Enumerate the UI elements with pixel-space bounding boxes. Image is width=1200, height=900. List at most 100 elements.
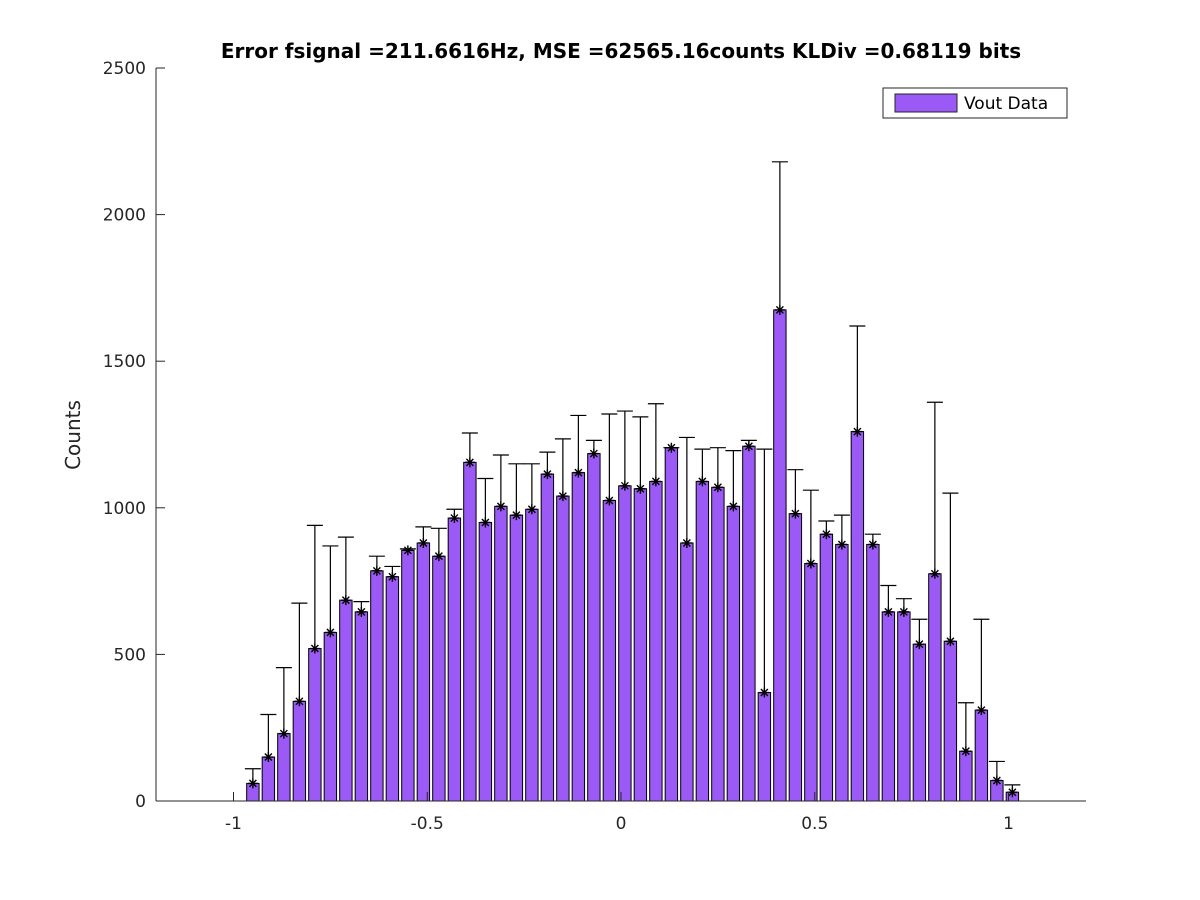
plot-area: 0 500 1000 1500 2000 2500 -1 -0.5 0 0.5 1: [103, 59, 1086, 834]
data-point-marker: [433, 551, 444, 562]
data-point-marker: [635, 483, 646, 494]
bar: [959, 750, 973, 802]
data-point-marker: [356, 606, 367, 617]
bar: [742, 445, 756, 802]
bar: [447, 517, 462, 802]
bar: [773, 309, 787, 802]
data-point-marker: [836, 539, 847, 550]
data-point-marker: [805, 558, 816, 569]
bar: [587, 453, 601, 802]
bar: [354, 611, 369, 802]
data-point-marker: [883, 606, 894, 617]
data-point-marker: [309, 643, 320, 654]
chart-title: Error fsignal =211.6616Hz, MSE =62565.16…: [221, 39, 1021, 63]
x-tick-label: 0.5: [801, 814, 828, 834]
data-point-marker: [790, 508, 801, 519]
data-point-marker: [759, 687, 770, 698]
bar: [602, 499, 617, 802]
data-point-marker: [464, 457, 475, 468]
bar: [757, 692, 772, 802]
data-point-marker: [743, 441, 754, 452]
data-point-marker: [294, 696, 305, 707]
data-point-marker: [774, 304, 785, 315]
data-point-marker: [402, 545, 413, 556]
y-tick-label: 2000: [103, 206, 146, 226]
bar: [649, 480, 663, 802]
data-point-marker: [898, 606, 909, 617]
data-point-marker: [418, 537, 429, 548]
bar: [618, 485, 632, 802]
bar: [912, 643, 927, 802]
bar: [478, 521, 493, 802]
bar: [897, 611, 911, 802]
y-tick-label: 1500: [103, 352, 146, 372]
bar: [261, 756, 276, 802]
data-point-marker: [650, 476, 661, 487]
bar: [370, 570, 384, 802]
bar: [726, 505, 741, 802]
data-point-marker: [588, 448, 599, 459]
data-point-marker: [697, 476, 708, 487]
data-point-marker: [976, 705, 987, 716]
y-tick-label: 500: [114, 645, 146, 665]
bar: [540, 473, 555, 802]
bar: [401, 549, 415, 802]
data-point-marker: [542, 469, 553, 480]
data-point-marker: [1007, 787, 1018, 798]
bar: [804, 563, 818, 802]
y-tick-label: 1000: [103, 499, 146, 519]
data-point-marker: [573, 467, 584, 478]
data-point-marker: [867, 539, 878, 550]
data-point-marker: [604, 495, 615, 506]
bar: [850, 431, 865, 802]
y-tick-label: 0: [135, 792, 146, 812]
data-point-marker: [852, 426, 863, 437]
bar: [277, 733, 291, 802]
data-point-marker: [325, 627, 336, 638]
bar: [292, 700, 307, 802]
bar: [525, 508, 539, 802]
bar: [509, 514, 524, 802]
data-point-marker: [247, 778, 258, 789]
bar: [680, 542, 694, 802]
data-point-marker: [526, 504, 537, 515]
bar: [385, 576, 400, 802]
data-point-marker: [712, 482, 723, 493]
data-point-marker: [914, 639, 925, 650]
bar: [633, 488, 648, 802]
data-point-marker: [557, 491, 568, 502]
bar: [711, 486, 725, 802]
bar: [339, 599, 353, 802]
data-point-marker: [666, 442, 677, 453]
data-point-marker: [511, 510, 522, 521]
bar: [881, 611, 896, 802]
data-point-marker: [991, 775, 1002, 786]
bar: [308, 648, 322, 802]
data-point-marker: [387, 571, 398, 582]
bar: [928, 573, 942, 802]
bar: [835, 543, 849, 802]
x-tick-label: -1: [225, 814, 242, 834]
bar: [943, 640, 958, 802]
bar: [432, 555, 446, 802]
data-point-marker: [263, 752, 274, 763]
data-point-marker: [371, 565, 382, 576]
legend-label: Vout Data: [964, 94, 1048, 114]
x-tick-label: -0.5: [411, 814, 444, 834]
data-point-marker: [821, 529, 832, 540]
y-axis-label: Counts: [61, 400, 85, 470]
legend: Vout Data: [882, 87, 1068, 119]
bar: [571, 472, 586, 802]
bar: [323, 631, 338, 802]
y-tick-label: 2500: [103, 59, 146, 79]
data-point-marker: [278, 728, 289, 739]
data-point-marker: [960, 746, 971, 757]
bar: [819, 533, 834, 802]
bar: [695, 480, 710, 802]
legend-swatch: [894, 93, 958, 113]
bar: [463, 461, 477, 802]
bar: [974, 709, 989, 802]
data-point-marker: [495, 501, 506, 512]
bar: [416, 542, 431, 802]
